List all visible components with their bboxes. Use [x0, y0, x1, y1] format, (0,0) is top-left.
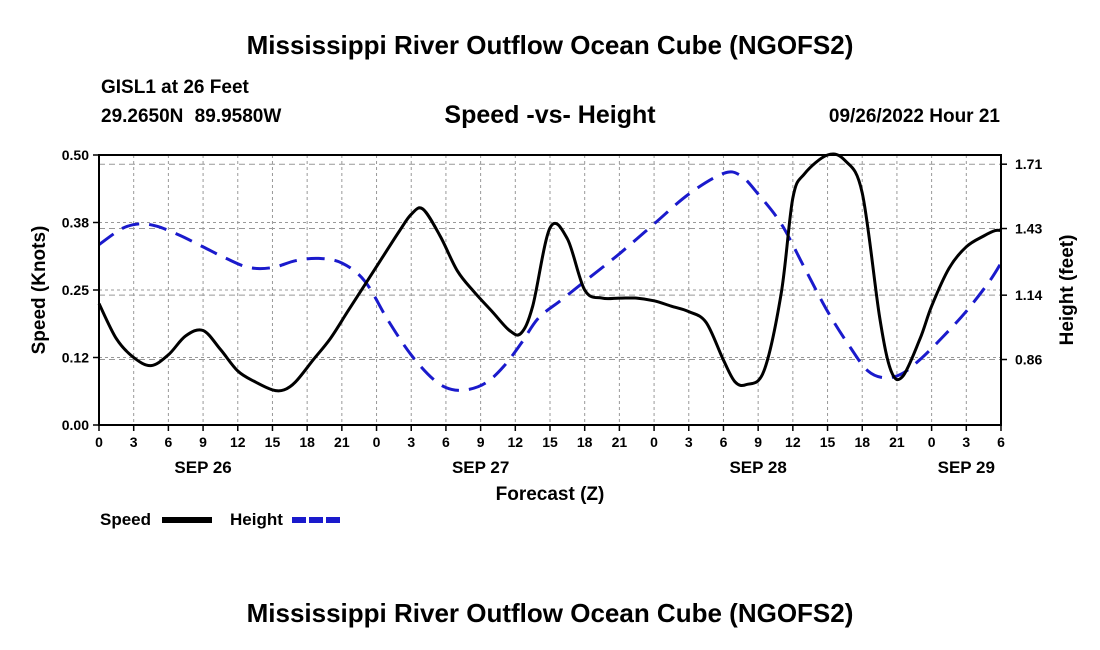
x-tick-label: 15 — [542, 434, 558, 450]
height-series-line — [98, 170, 1003, 392]
x-tick-label: 3 — [685, 434, 693, 450]
x-tick-label: 15 — [820, 434, 836, 450]
y-left-tick-label: 0.00 — [62, 417, 89, 433]
x-tick-label: 6 — [164, 434, 172, 450]
x-tick-label: 0 — [373, 434, 381, 450]
y-left-tick-label: 0.50 — [62, 147, 89, 163]
series-lines — [97, 152, 1003, 393]
x-tick-label: 15 — [265, 434, 281, 450]
x-tick-label: 0 — [928, 434, 936, 450]
x-tick-label: 3 — [130, 434, 138, 450]
y-left-tick-label: 0.12 — [62, 350, 89, 366]
x-tick-label: 18 — [854, 434, 870, 450]
speed-series-line — [97, 152, 1002, 393]
date-label: SEP 26 — [174, 458, 231, 477]
y-right-tick-label: 0.86 — [1015, 352, 1042, 368]
x-tick-label: 21 — [612, 434, 628, 450]
x-tick-label: 9 — [477, 434, 485, 450]
legend-speed-label: Speed — [100, 510, 151, 529]
x-tick-label: 6 — [997, 434, 1005, 450]
coordinates-label: 29.2650N 89.9580W — [101, 106, 282, 127]
x-tick-label: 0 — [650, 434, 658, 450]
x-tick-label: 9 — [199, 434, 207, 450]
grid — [99, 154, 1001, 425]
y-right-tick-label: 1.71 — [1015, 156, 1042, 172]
legend-height-label: Height — [230, 510, 283, 529]
x-tick-label: 12 — [508, 434, 524, 450]
y-left-tick-label: 0.25 — [62, 282, 89, 298]
x-tick-label: 3 — [962, 434, 970, 450]
y-right-tick-label: 1.14 — [1015, 287, 1042, 303]
x-tick-label: 12 — [230, 434, 246, 450]
x-tick-label: 6 — [442, 434, 450, 450]
x-tick-label: 12 — [785, 434, 801, 450]
x-tick-label: 21 — [889, 434, 905, 450]
x-tick-label: 9 — [754, 434, 762, 450]
x-axis-title: Forecast (Z) — [496, 484, 605, 505]
y-left-tick-label: 0.38 — [62, 215, 89, 231]
station-label: GISL1 at 26 Feet — [101, 77, 249, 98]
x-tick-label: 18 — [577, 434, 593, 450]
legend: Speed Height — [100, 510, 342, 529]
axes: 0 3 6 9 12 15 18 21 0 3 6 9 12 15 18 21 0 3 6 9 12 15 18 21 0 3 6S… — [62, 147, 1043, 477]
footer-title: Mississippi River Outflow Ocean Cube (NG… — [246, 598, 854, 628]
x-tick-label: 21 — [334, 434, 350, 450]
y-axis-left-title: Speed (Knots) — [29, 226, 50, 355]
forecast-datetime: 09/26/2022 Hour 21 — [828, 106, 1000, 127]
y-right-tick-label: 1.43 — [1015, 221, 1042, 237]
x-tick-label: 18 — [299, 434, 315, 450]
x-tick-label: 6 — [720, 434, 728, 450]
date-label: SEP 27 — [452, 458, 509, 477]
x-tick-label: 3 — [407, 434, 415, 450]
chart-subtitle: Speed -vs- Height — [444, 101, 656, 129]
x-tick-label: 0 — [95, 434, 103, 450]
date-label: SEP 29 — [938, 458, 995, 477]
date-label: SEP 28 — [729, 458, 786, 477]
chart-title: Mississippi River Outflow Ocean Cube (NG… — [246, 30, 854, 60]
y-axis-right-title: Height (feet) — [1057, 235, 1078, 346]
